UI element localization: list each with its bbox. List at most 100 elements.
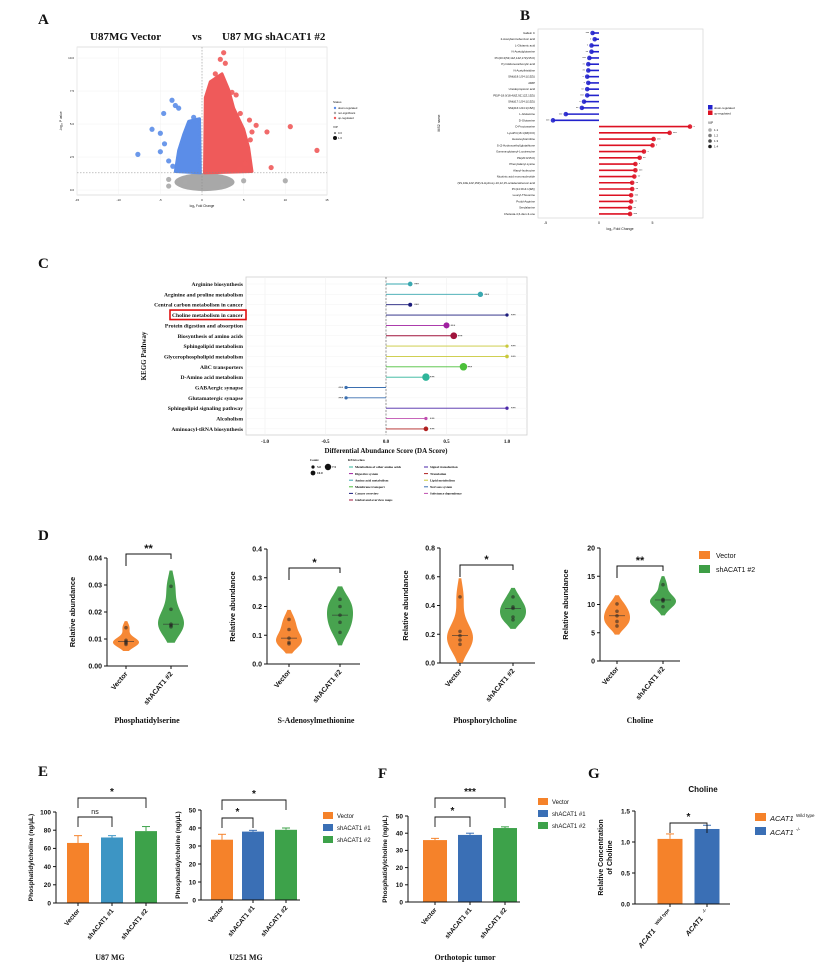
legend-label: Membrane transport	[355, 485, 386, 489]
pathway-label: ABC transporters	[200, 365, 244, 371]
bar-0	[423, 840, 447, 902]
metabolite-label: Pyrrolidonecarboxylic acid	[501, 62, 535, 66]
y-tick-label: 0	[399, 899, 403, 906]
significance-label: ***	[511, 313, 516, 318]
metabolite-label: PC(14:0/14:1(9Z))	[512, 187, 535, 191]
data-point-not-significant	[182, 179, 188, 185]
pathway-label: D-Amino acid metabolism	[181, 375, 244, 381]
significance-bracket	[669, 822, 708, 833]
y-tick-label: 0.03	[88, 583, 102, 590]
y-axis-label: Relative abundance	[561, 569, 570, 639]
legend-label-sup: -/-	[796, 827, 801, 832]
metabolite-label: D-Glutamine	[519, 118, 536, 122]
bar-2	[493, 828, 517, 902]
panel-label: E	[38, 764, 48, 780]
legend-title: VIP	[708, 121, 713, 125]
metabolite-label: SM(d17:1/24:1(15Z))	[508, 100, 535, 104]
legend-label: shACAT1 #2	[337, 838, 371, 844]
y-tick-label: 0.0	[425, 661, 435, 668]
data-point-down-regulated	[161, 110, 167, 117]
significance-label: **	[636, 555, 645, 567]
lollipop-dot	[505, 354, 509, 359]
data-point-down-regulated	[176, 105, 182, 111]
significance-label: *	[590, 37, 592, 41]
lollipop-dot	[627, 211, 633, 217]
significance-label: **	[576, 106, 579, 110]
lollipop-dot	[627, 205, 633, 211]
x-tick-label: -1.0	[261, 440, 269, 445]
y-tick-label: 7.5	[70, 89, 75, 93]
metabolite-label: L-Glutamic acid	[515, 43, 535, 47]
data-point-down-regulated	[149, 126, 155, 132]
y-tick-label: 40	[189, 825, 197, 832]
lollipop-dot	[687, 124, 693, 129]
significance-label: ***	[586, 31, 590, 35]
y-tick-label: 0.2	[425, 632, 435, 639]
y-tick-label: 0.2	[252, 604, 262, 611]
legend-size-marker	[333, 136, 337, 140]
legend-label: ACAT1	[769, 828, 794, 837]
pathway-label: Glycerophospholipid metabolism	[164, 354, 243, 360]
x-tick-label: 0.0	[383, 440, 390, 445]
legend-size-marker	[708, 139, 712, 143]
y-tick-label: 15	[587, 574, 595, 581]
y-tick-label: 2.5	[70, 155, 75, 159]
data-point-not-significant	[282, 178, 288, 184]
metabolite-label: PE(20:0/15:0)	[517, 156, 535, 160]
significance-bracket	[125, 553, 172, 566]
y-tick-label: 0.1	[252, 633, 262, 640]
data-point-not-significant	[241, 178, 247, 184]
data-point	[338, 630, 342, 635]
y-tick-label: 60	[44, 846, 52, 853]
legend-title: VIP	[333, 125, 338, 129]
significance-label: ***	[546, 119, 550, 123]
x-tick-label: shACAT1 #1	[444, 906, 474, 940]
legend-size-marker	[708, 128, 712, 132]
y-tick-label: 0.4	[252, 547, 262, 554]
volcano-title-left: U87MG Vector	[90, 31, 161, 43]
volcano-title-right: U87 MG shACAT1 #2	[222, 31, 326, 43]
lollipop-dot	[579, 105, 585, 111]
significance-label: **	[635, 200, 638, 204]
legend-label: Vector	[337, 814, 354, 820]
legend-size-marker	[708, 144, 712, 149]
data-point-up-regulated	[314, 147, 320, 153]
x-tick-sup: Wild type	[654, 907, 671, 926]
metabolite-label: Serylalanine	[519, 206, 535, 210]
up-regulated-cluster	[202, 72, 254, 175]
data-point	[169, 584, 173, 589]
y-tick-label: 80	[44, 828, 52, 835]
significance-label: **	[144, 543, 153, 555]
lollipop-dot	[477, 291, 484, 298]
lollipop-dot	[563, 111, 569, 117]
legend-label: up-regulated	[714, 112, 731, 116]
lollipop-dot	[505, 313, 509, 317]
y-tick-label: 0.8	[425, 546, 435, 553]
data-point-down-regulated	[166, 158, 172, 164]
lollipop-dot	[632, 174, 637, 179]
metabolite-label: S-(2-Hydroxyethyl)glutathione	[497, 143, 536, 147]
legend-label: Nervous system	[430, 485, 452, 489]
legend-label: 1.0	[338, 136, 342, 140]
lollipop-dot	[650, 143, 655, 148]
y-tick-label: 40	[44, 864, 52, 871]
x-axis-label: log₂ Fold Change	[190, 204, 215, 208]
metabolite-label: (9S,10E,12Z,15Z)-9-Hydroxy-10,12,15-octa…	[458, 181, 536, 185]
significance-label: ***	[484, 292, 489, 297]
lollipop-dot	[586, 80, 591, 86]
significance-label: *	[647, 150, 649, 154]
x-tick-label: 0	[201, 198, 203, 202]
significance-label: *	[484, 554, 489, 566]
data-point	[615, 602, 619, 606]
y-tick-label: 0.04	[88, 556, 102, 563]
data-point-up-regulated	[222, 60, 228, 66]
significance-label: **	[634, 206, 637, 210]
lollipop-dot	[422, 373, 430, 381]
x-tick-label: ACAT1	[637, 928, 658, 951]
metabolite-label: Leucyl-Threonine	[513, 193, 536, 197]
legend-swatch	[538, 810, 548, 817]
significance-label: *	[451, 806, 455, 817]
x-tick-label: Vector	[601, 666, 620, 687]
legend-marker	[333, 116, 337, 120]
